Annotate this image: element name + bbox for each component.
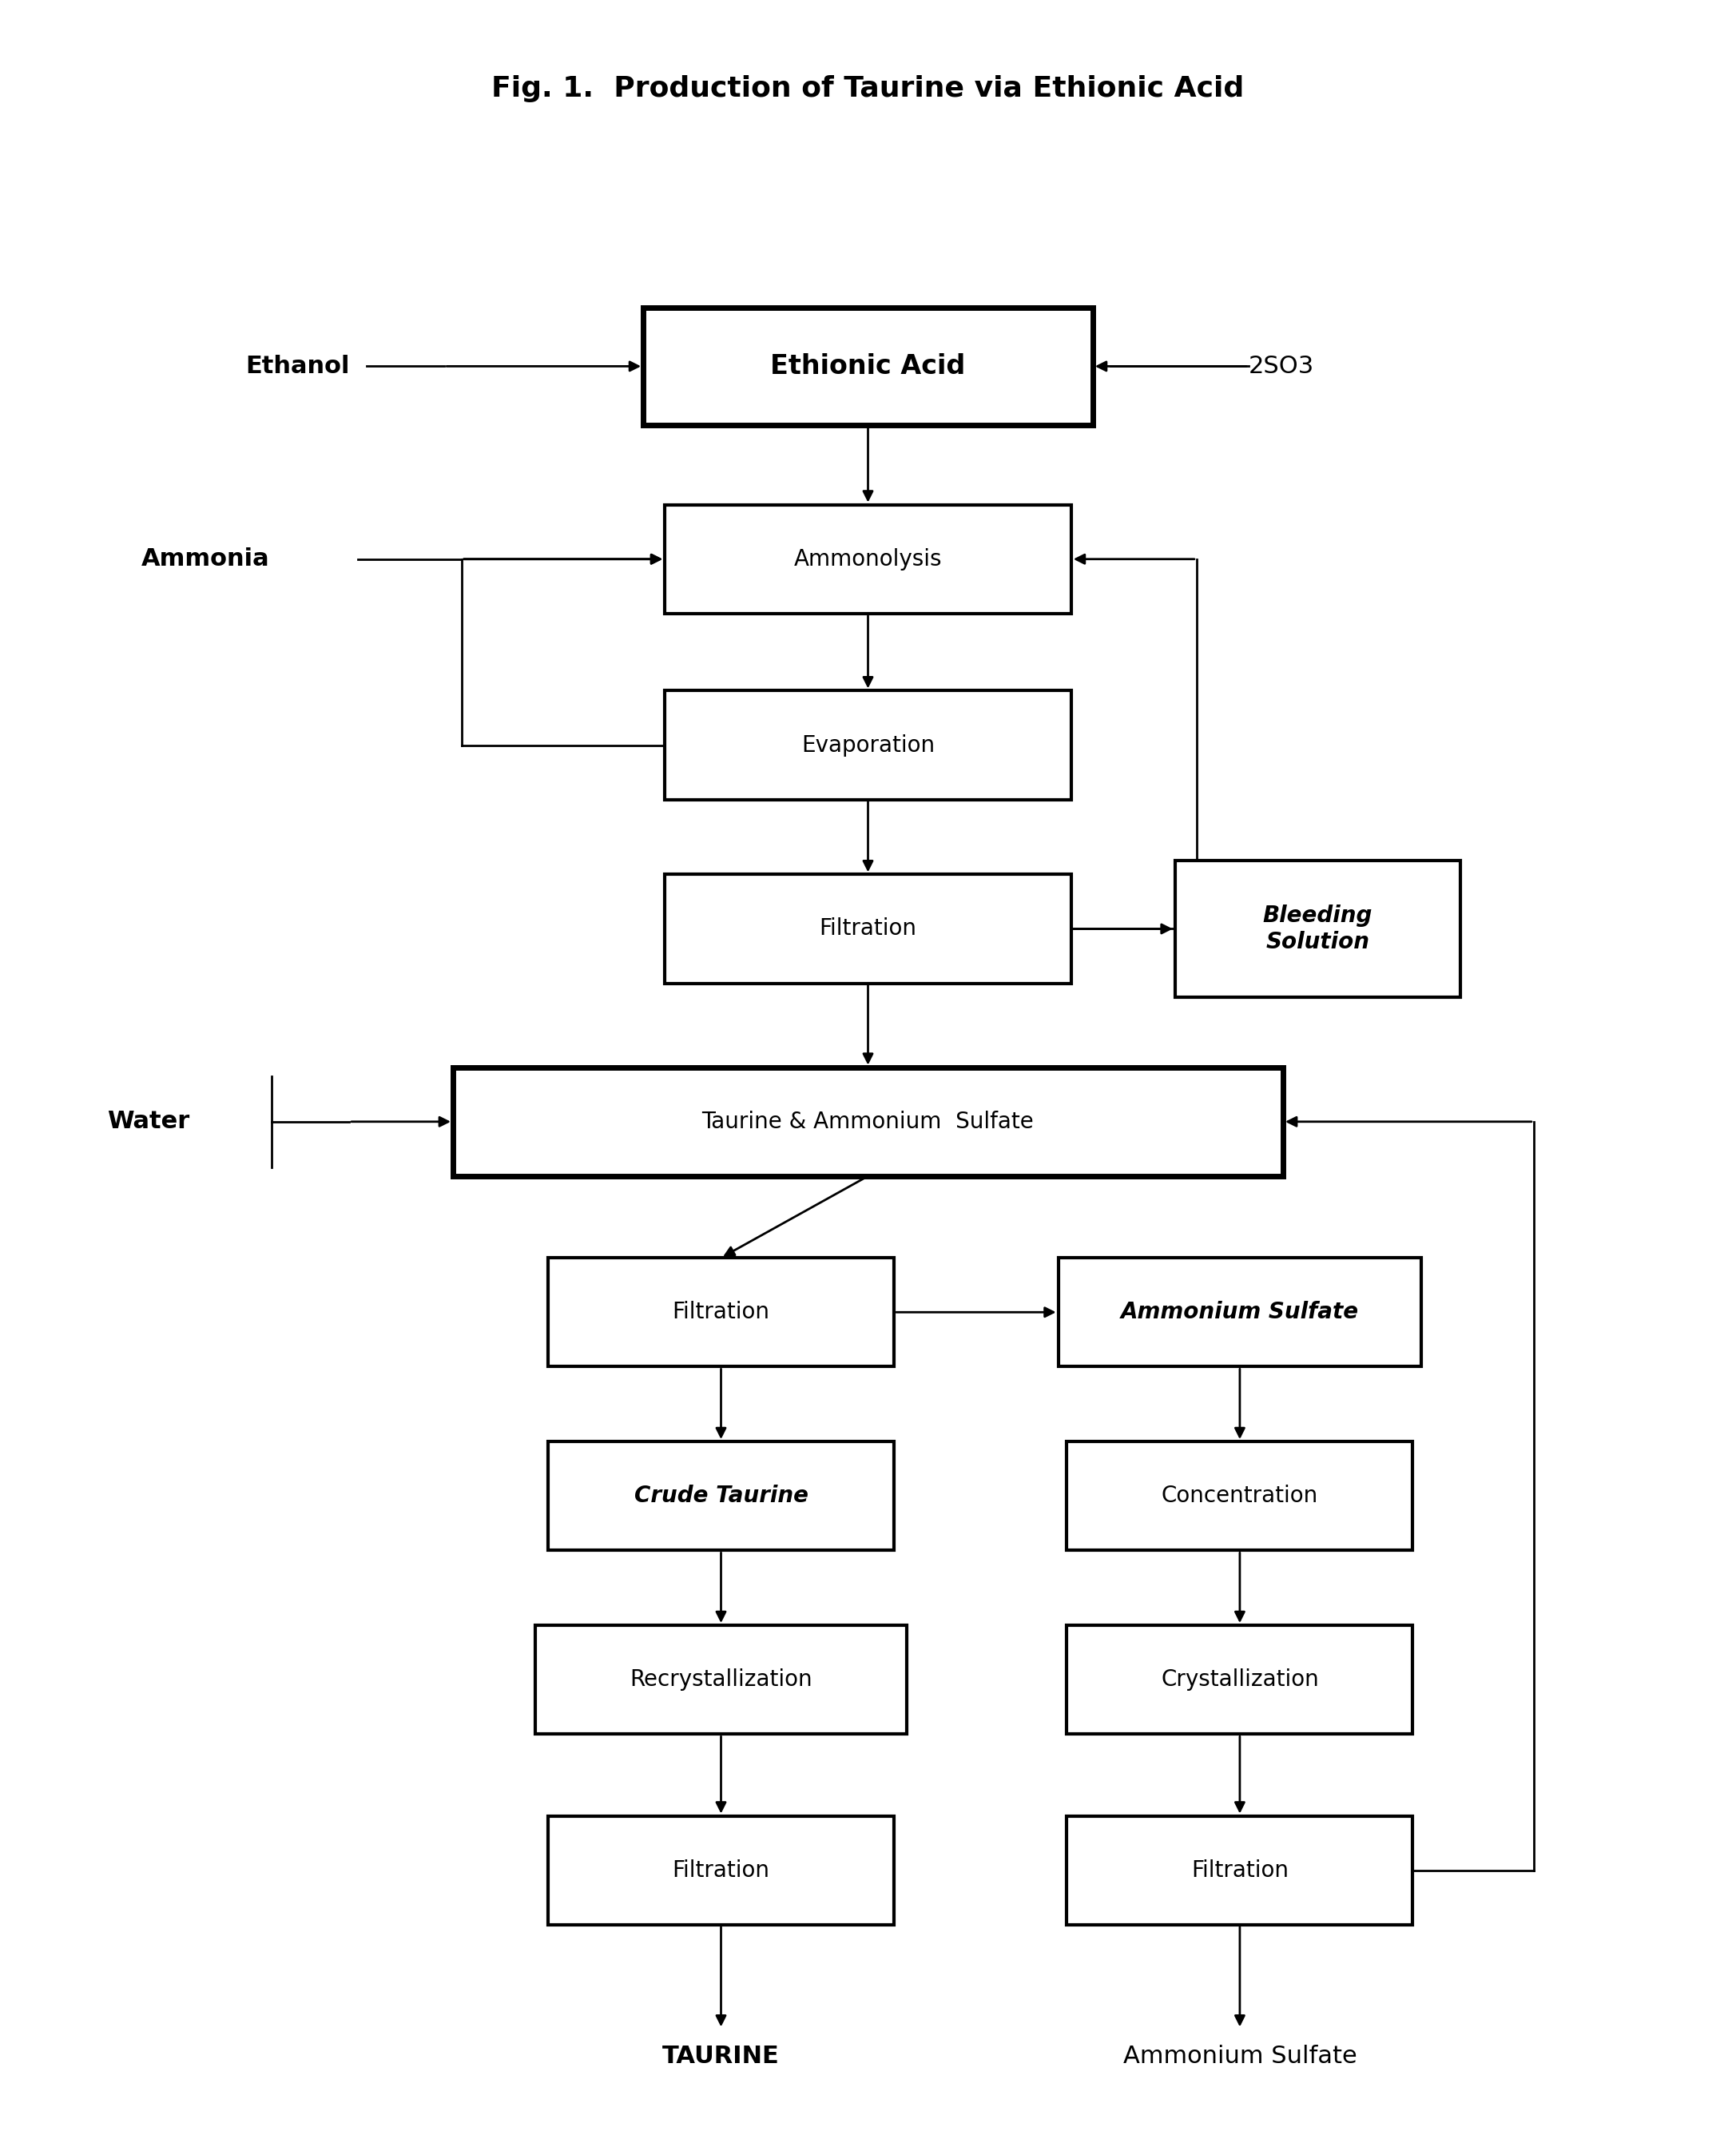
Text: Filtration: Filtration xyxy=(819,918,917,939)
FancyBboxPatch shape xyxy=(665,505,1071,614)
FancyBboxPatch shape xyxy=(549,1816,894,1925)
FancyBboxPatch shape xyxy=(642,308,1094,426)
Text: 2SO3: 2SO3 xyxy=(1248,355,1314,379)
Text: Bleeding
Solution: Bleeding Solution xyxy=(1262,905,1373,954)
Text: Crude Taurine: Crude Taurine xyxy=(634,1484,807,1508)
Text: Taurine & Ammonium  Sulfate: Taurine & Ammonium Sulfate xyxy=(701,1110,1035,1134)
FancyBboxPatch shape xyxy=(1068,1626,1413,1735)
FancyBboxPatch shape xyxy=(1059,1258,1422,1367)
Text: Ammonium Sulfate: Ammonium Sulfate xyxy=(1121,1301,1359,1324)
FancyBboxPatch shape xyxy=(665,875,1071,984)
Text: Evaporation: Evaporation xyxy=(802,734,934,757)
Text: Filtration: Filtration xyxy=(672,1301,769,1324)
Text: Recrystallization: Recrystallization xyxy=(630,1668,812,1692)
Text: Ethanol: Ethanol xyxy=(245,355,349,379)
FancyBboxPatch shape xyxy=(535,1626,906,1735)
Text: Fig. 1.  Production of Taurine via Ethionic Acid: Fig. 1. Production of Taurine via Ethion… xyxy=(491,75,1245,103)
FancyBboxPatch shape xyxy=(1175,860,1460,997)
Text: Concentration: Concentration xyxy=(1161,1484,1318,1508)
FancyBboxPatch shape xyxy=(549,1258,894,1367)
FancyBboxPatch shape xyxy=(1068,1816,1413,1925)
FancyBboxPatch shape xyxy=(549,1442,894,1551)
Text: Water: Water xyxy=(108,1110,189,1134)
Text: Ammonolysis: Ammonolysis xyxy=(793,548,943,571)
FancyBboxPatch shape xyxy=(453,1067,1283,1176)
Text: Filtration: Filtration xyxy=(1191,1859,1288,1882)
Text: Ethionic Acid: Ethionic Acid xyxy=(771,353,965,379)
Text: Crystallization: Crystallization xyxy=(1161,1668,1319,1692)
FancyBboxPatch shape xyxy=(665,691,1071,800)
Text: Ammonium Sulfate: Ammonium Sulfate xyxy=(1123,2045,1358,2068)
Text: Ammonia: Ammonia xyxy=(142,548,271,571)
FancyBboxPatch shape xyxy=(1068,1442,1413,1551)
Text: Filtration: Filtration xyxy=(672,1859,769,1882)
Text: TAURINE: TAURINE xyxy=(663,2045,779,2068)
